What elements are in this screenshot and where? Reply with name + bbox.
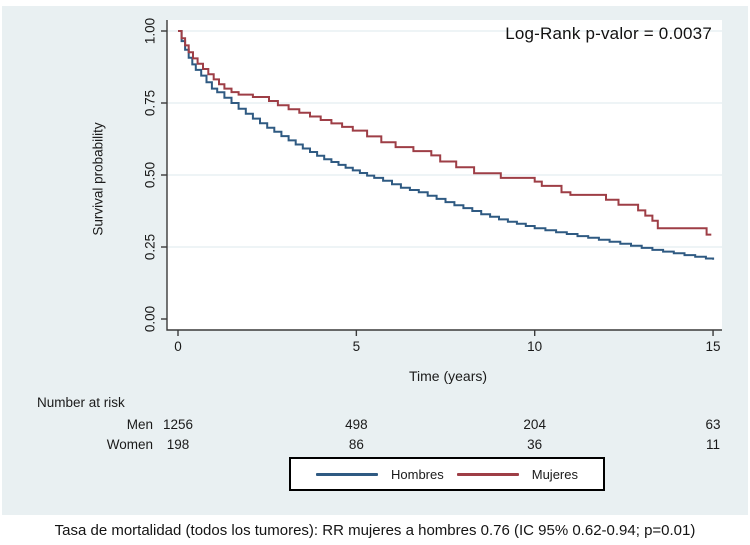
axes [166,20,722,331]
risk-table-title: Number at risk [37,395,125,410]
legend-label-hombres: Hombres [391,466,444,482]
risk-count: 36 [527,437,543,452]
y-axis-title: Survival probability [90,122,106,236]
y-tick-label: 0.75 [142,89,158,117]
caption-strip: Tasa de mortalidad (todos los tumores): … [0,515,750,545]
y-tick-label: 0.00 [142,305,158,333]
risk-count: 1256 [162,417,194,432]
risk-row-men: Men 1256 498 204 63 [2,417,748,432]
x-axis-title: Time (years) [408,368,488,384]
risk-count: 63 [705,417,721,432]
hombres-legend-line-icon [316,472,378,476]
risk-count: 498 [345,417,368,432]
risk-row-label: Men [126,417,153,432]
risk-count: 11 [706,437,721,452]
x-tick-label: 0 [174,339,182,354]
legend-box: Hombres Mujeres [289,457,605,491]
legend-label-mujeres: Mujeres [531,466,578,482]
risk-row-label: Women [106,437,153,452]
risk-count: 198 [166,437,190,452]
risk-count: 204 [523,417,546,432]
x-tick-label: 10 [527,339,543,354]
y-tick-label: 1.00 [142,17,158,45]
hombres-survival-curve [178,30,715,260]
log-rank-annotation: Log-Rank p-valor = 0.0037 [505,24,712,43]
risk-row-women: Women 198 86 36 11 [2,437,748,452]
chart-canvas: Log-Rank p-valor = 0.0037 Survival proba… [2,6,748,515]
mujeres-legend-line-icon [456,472,519,476]
mujeres-survival-curve [178,30,712,236]
km-plot-svg [161,20,722,336]
x-tick-label: 15 [705,339,721,354]
figure-caption: Tasa de mortalidad (todos los tumores): … [54,521,696,539]
risk-count: 86 [348,437,364,452]
y-tick-label: 0.50 [142,161,158,189]
y-tick-label: 0.25 [142,233,158,261]
x-tick-label: 5 [352,339,361,354]
